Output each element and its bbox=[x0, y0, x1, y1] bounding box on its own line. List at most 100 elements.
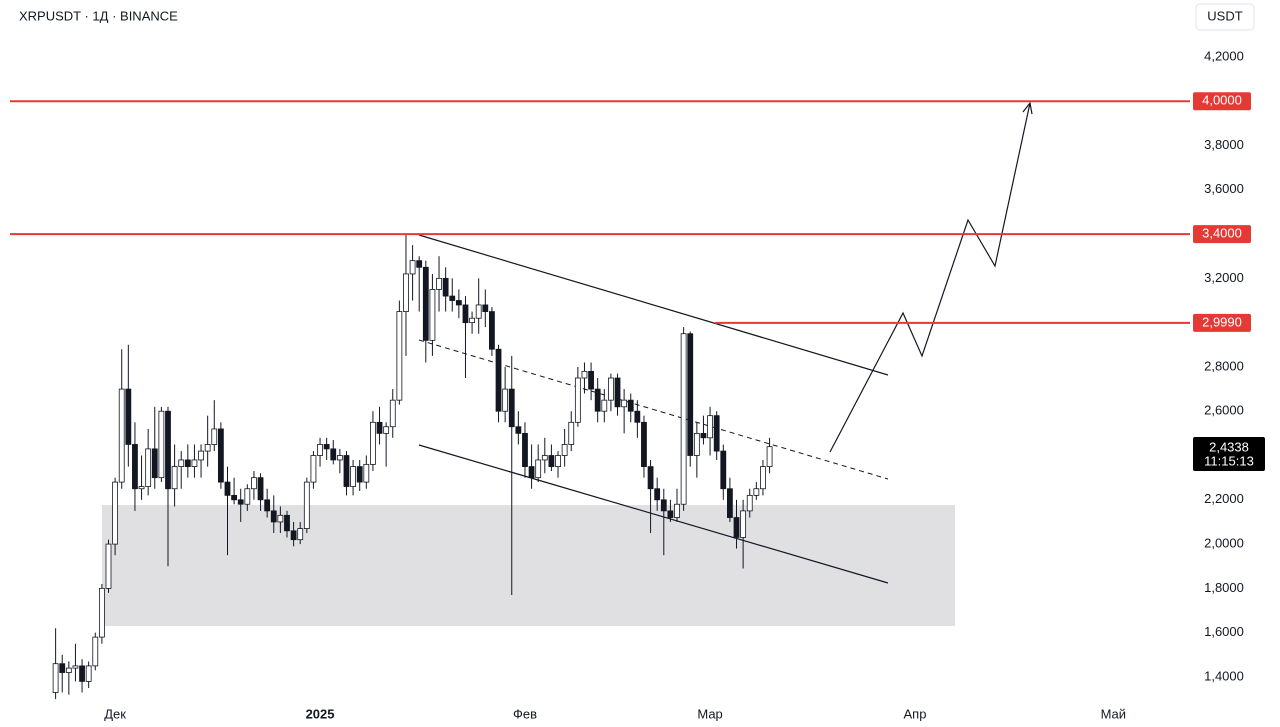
candle-body bbox=[59, 663, 66, 673]
candle-body bbox=[396, 311, 403, 401]
y-tick-label: 3,2000 bbox=[1204, 270, 1244, 285]
candle-body bbox=[641, 421, 647, 467]
candle-body bbox=[310, 455, 317, 483]
candle-body bbox=[588, 370, 594, 390]
candle-body bbox=[105, 543, 112, 589]
candle-body bbox=[317, 444, 323, 456]
candle-body bbox=[65, 667, 72, 673]
candle-body bbox=[171, 466, 178, 490]
candle-body bbox=[621, 399, 628, 408]
candle-body bbox=[118, 388, 125, 483]
candle-body bbox=[627, 399, 634, 412]
candle-body bbox=[568, 421, 575, 445]
candle-body bbox=[693, 432, 700, 456]
currency-box[interactable] bbox=[1195, 3, 1255, 31]
candle-body bbox=[132, 444, 138, 490]
candle-body bbox=[522, 432, 528, 467]
candle-body bbox=[290, 530, 297, 541]
level-label-bg bbox=[1193, 313, 1251, 332]
x-tick-label: Апр bbox=[904, 706, 927, 721]
y-tick-label: 1,4000 bbox=[1204, 668, 1244, 683]
level-label-bg bbox=[1193, 92, 1251, 111]
candle-body bbox=[204, 444, 211, 452]
channel-upper bbox=[418, 234, 889, 376]
candle-body bbox=[608, 377, 614, 401]
candle-body bbox=[350, 466, 356, 487]
candle-body bbox=[502, 388, 509, 412]
candle-body bbox=[429, 289, 436, 341]
candle-body bbox=[198, 450, 204, 461]
candle-body bbox=[601, 399, 608, 412]
candle-body bbox=[330, 448, 337, 461]
candle-body bbox=[416, 260, 423, 268]
channel-lower bbox=[418, 444, 889, 584]
candle-body bbox=[165, 410, 171, 490]
candle-body bbox=[455, 300, 462, 306]
candle-body bbox=[449, 295, 456, 301]
chart-title: XRPUSDT · 1Д · BINANCE bbox=[19, 8, 178, 23]
level-label: 3,4000 bbox=[1202, 226, 1242, 241]
candle-body bbox=[541, 455, 548, 461]
level-label: 4,0000 bbox=[1202, 93, 1242, 108]
candle-body bbox=[383, 426, 390, 434]
candle-body bbox=[389, 399, 396, 428]
candle-body bbox=[594, 388, 601, 412]
candle-body bbox=[145, 448, 152, 487]
y-tick-label: 2,6000 bbox=[1204, 403, 1244, 418]
y-tick-label: 1,8000 bbox=[1204, 580, 1244, 595]
candle-body bbox=[125, 388, 132, 445]
countdown: 11:15:13 bbox=[1204, 453, 1254, 468]
x-tick-label: Май bbox=[1101, 706, 1126, 721]
candle-body bbox=[297, 528, 304, 541]
support-zone bbox=[102, 505, 955, 626]
candle-body bbox=[760, 466, 766, 490]
candle-body bbox=[720, 450, 727, 490]
candle-body bbox=[495, 348, 502, 412]
candle-body bbox=[647, 466, 654, 490]
candle-body bbox=[482, 304, 489, 312]
candle-body bbox=[211, 428, 218, 445]
candle-body bbox=[257, 477, 264, 501]
candle-body bbox=[184, 459, 191, 467]
candle-body bbox=[733, 517, 740, 538]
candle-body bbox=[614, 377, 621, 408]
candle-body bbox=[442, 277, 449, 297]
x-tick-label: 2025 bbox=[306, 706, 335, 721]
candle-body bbox=[92, 636, 99, 667]
candle-body bbox=[667, 510, 674, 518]
candle-body bbox=[356, 466, 363, 483]
candle-body bbox=[508, 388, 515, 428]
candle-body bbox=[713, 415, 720, 452]
last-price-bg bbox=[1193, 437, 1265, 472]
candle-body bbox=[515, 426, 522, 434]
candle-body bbox=[158, 410, 165, 479]
projection-path bbox=[829, 102, 1031, 453]
candle-body bbox=[343, 455, 350, 487]
candle-body bbox=[528, 466, 535, 479]
candle-body bbox=[151, 448, 158, 479]
candle-body bbox=[687, 333, 694, 456]
candle-body bbox=[469, 317, 475, 324]
candle-body bbox=[489, 311, 495, 350]
candle-body bbox=[535, 459, 542, 479]
candle-body bbox=[766, 446, 773, 467]
y-tick-label: 4,2000 bbox=[1204, 48, 1244, 63]
last-price: 2,4338 bbox=[1209, 439, 1249, 454]
level-label-bg bbox=[1193, 225, 1251, 244]
y-tick-label: 3,6000 bbox=[1204, 181, 1244, 196]
candle-body bbox=[462, 304, 469, 324]
candle-body bbox=[85, 665, 92, 682]
y-tick-label: 1,6000 bbox=[1204, 624, 1244, 639]
candle-body bbox=[303, 481, 310, 529]
candle-body bbox=[217, 428, 224, 483]
candle-body bbox=[680, 333, 687, 505]
candle-body bbox=[178, 459, 185, 467]
candle-body bbox=[138, 486, 145, 490]
y-tick-label: 2,2000 bbox=[1204, 491, 1244, 506]
candle-body bbox=[660, 499, 667, 512]
candle-body bbox=[746, 494, 753, 512]
candle-body bbox=[574, 377, 581, 423]
candle-body bbox=[277, 514, 284, 523]
candle-body bbox=[555, 455, 561, 467]
